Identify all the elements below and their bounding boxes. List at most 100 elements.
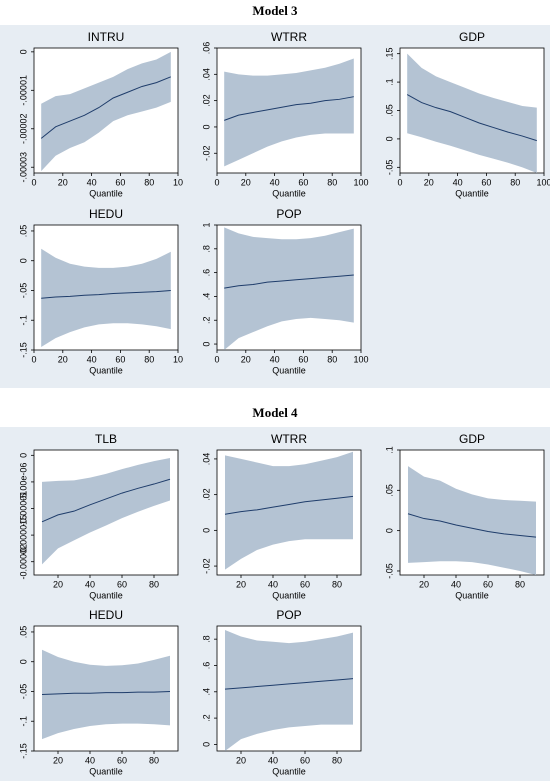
y-tick-label: .4 [201,293,211,301]
y-tick-label: .2 [201,316,211,324]
y-tick-label: -.1 [18,315,28,326]
estimate-line [224,96,354,121]
x-tick-label: 80 [332,755,342,765]
y-tick-label: .02 [201,488,211,501]
confidence-band [41,248,171,348]
confidence-band [224,227,354,350]
x-tick-label: 40 [268,755,278,765]
x-tick-label: 100 [536,177,550,187]
subchart: HEDU -.15 -.1 -.05 0 .05 20 40 60 80 Quantile [18,608,179,776]
x-tick-label: 60 [300,755,310,765]
x-tick-label: 20 [58,354,68,364]
x-tick-label: 20 [236,579,246,589]
x-tick-label: 40 [451,579,461,589]
subchart-title: WTRR [271,432,307,446]
subchart-title: HEDU [89,608,123,622]
y-tick-label: .05 [384,484,394,497]
x-tick-label: 80 [144,177,154,187]
confidence-band [42,649,170,740]
x-tick-label: 80 [144,354,154,364]
confidence-band [224,58,354,167]
y-tick-label: .05 [18,225,28,238]
y-tick-label: -.02 [201,558,211,574]
y-tick-label: .05 [384,104,394,117]
y-tick-label: .1 [384,78,394,86]
y-tick-label: .6 [201,662,211,670]
x-tick-label: 20 [241,354,251,364]
y-tick-label: .15 [384,47,394,60]
subchart: POP 0 .2 .4 .6 .8 1 0 20 40 60 80 100 Quantile [201,207,368,375]
confidence-band [225,629,353,751]
subchart-title: WTRR [271,30,307,44]
y-tick-label: -.00001 [18,75,28,106]
x-tick-label: 20 [53,579,63,589]
y-tick-label: -.15 [18,342,28,358]
x-tick-label: 0 [214,177,219,187]
subchart-title: GDP [459,432,485,446]
x-axis-label: Quantile [272,188,306,198]
y-tick-label: .4 [201,688,211,696]
x-axis-label: Quantile [455,590,489,600]
y-tick-label: -5.00e-06 [18,463,28,502]
estimate-line [224,495,354,515]
x-tick-label: 80 [149,579,159,589]
y-tick-label: -.05 [18,283,28,299]
subchart: HEDU -.15 -.1 -.05 0 .05 0 20 40 60 80 10 Quantile [18,207,183,375]
y-tick-label: -.00003 [18,152,28,183]
y-tick-label: 0 [18,49,28,54]
x-axis-label: Quantile [272,365,306,375]
y-tick-label: -.02 [201,146,211,162]
y-tick-label: .8 [201,635,211,643]
confidence-band [407,53,537,173]
subchart-title: TLB [95,432,117,446]
subchart-title: HEDU [89,207,123,221]
y-tick-label: 0 [18,258,28,263]
y-tick-label: .06 [201,42,211,55]
y-tick-label: -.15 [18,743,28,759]
y-tick-label: 0 [201,742,211,747]
y-tick-label: .04 [201,68,211,81]
y-tick-label: 0 [201,124,211,129]
y-tick-label: -0.00001 [18,491,28,527]
subchart-title: INTRU [88,30,125,44]
y-tick-label: -.05 [384,563,394,579]
subchart-title: GDP [459,30,485,44]
x-axis-label: Quantile [89,590,123,600]
subchart: GDP -.05 0 .05 .1 20 40 60 80 Quantile [384,432,545,600]
y-tick-label: -0.00002 [18,544,28,580]
estimate-line [224,678,354,690]
x-axis-label: Quantile [89,188,123,198]
y-tick-label: 1 [201,222,211,227]
x-axis-label: Quantile [89,766,123,776]
x-axis-label: Quantile [455,188,489,198]
subchart: INTRU -.00003 -.00002 -.00001 0 0 20 40 60 80 10 Qu… [18,30,183,198]
x-tick-label: 0 [214,354,219,364]
x-tick-label: 80 [327,177,337,187]
x-tick-label: 40 [87,177,97,187]
y-tick-label: -.05 [18,684,28,700]
subchart: POP 0 .2 .4 .6 .8 20 40 60 80 Quantile [201,608,362,776]
x-tick-label: 60 [298,354,308,364]
x-tick-label: 40 [85,755,95,765]
x-tick-label: 80 [327,354,337,364]
x-tick-label: 60 [483,579,493,589]
y-tick-label: .02 [201,94,211,107]
x-tick-label: 10 [173,177,183,187]
estimate-line [41,289,171,299]
x-tick-label: 10 [173,354,183,364]
estimate-line [40,76,171,139]
x-tick-label: 80 [332,579,342,589]
x-tick-label: 0 [31,354,36,364]
y-tick-label: 0 [18,453,28,458]
estimate-line [41,478,171,523]
y-tick-label: 0 [384,136,394,141]
subchart: WTRR -.02 0 .02 .04 20 40 60 80 Quantile [201,432,362,600]
x-tick-label: 40 [87,354,97,364]
x-tick-label: 40 [270,354,280,364]
x-tick-label: 0 [397,177,402,187]
y-tick-label: .2 [201,714,211,722]
x-tick-label: 40 [85,579,95,589]
confidence-band [225,451,353,570]
